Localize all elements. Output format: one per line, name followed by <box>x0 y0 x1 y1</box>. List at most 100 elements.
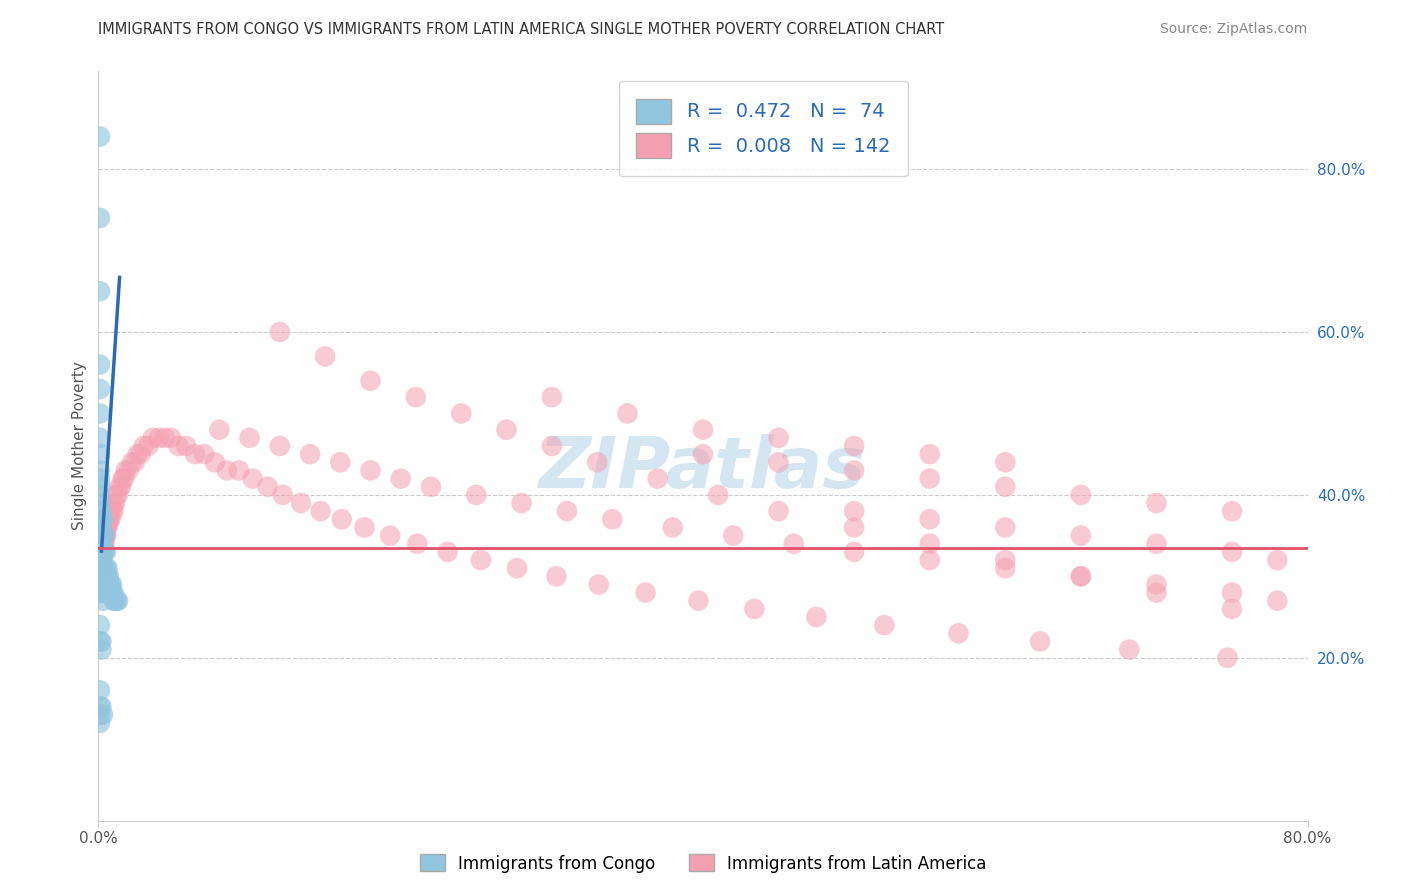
Point <box>91 537 114 551</box>
Point <box>89 715 111 730</box>
Point <box>96 561 118 575</box>
Point <box>90 561 112 575</box>
Point <box>93 520 115 534</box>
Point <box>661 520 683 534</box>
Point <box>90 537 112 551</box>
Point <box>1267 553 1289 567</box>
Point <box>314 350 336 364</box>
Point <box>96 512 118 526</box>
Point <box>1220 504 1243 518</box>
Point <box>89 553 111 567</box>
Point <box>111 472 134 486</box>
Point <box>94 545 117 559</box>
Point <box>93 528 115 542</box>
Point <box>91 707 114 722</box>
Point <box>193 447 215 461</box>
Point <box>100 585 122 599</box>
Point <box>1220 602 1243 616</box>
Point <box>634 585 657 599</box>
Point <box>1070 569 1092 583</box>
Point <box>495 423 517 437</box>
Point <box>470 553 492 567</box>
Point <box>174 439 197 453</box>
Point <box>994 520 1017 534</box>
Point <box>89 463 111 477</box>
Point <box>129 447 152 461</box>
Point <box>707 488 730 502</box>
Point <box>290 496 312 510</box>
Point <box>96 585 118 599</box>
Point <box>994 480 1017 494</box>
Point <box>783 537 806 551</box>
Point <box>105 488 128 502</box>
Point <box>184 447 207 461</box>
Point <box>100 512 122 526</box>
Point <box>602 512 624 526</box>
Point <box>90 585 112 599</box>
Point <box>94 528 117 542</box>
Point <box>506 561 529 575</box>
Point <box>94 520 117 534</box>
Point <box>918 472 941 486</box>
Point <box>1267 593 1289 607</box>
Point <box>89 358 111 372</box>
Point <box>104 593 127 607</box>
Point <box>90 634 112 648</box>
Point <box>136 439 159 453</box>
Point <box>1118 642 1140 657</box>
Point <box>299 447 322 461</box>
Point <box>269 439 291 453</box>
Point <box>844 545 866 559</box>
Point <box>844 463 866 477</box>
Point <box>101 504 124 518</box>
Point <box>89 545 111 559</box>
Point <box>89 683 111 698</box>
Point <box>1220 545 1243 559</box>
Point <box>89 707 111 722</box>
Point <box>89 480 111 494</box>
Point <box>89 553 111 567</box>
Point <box>918 512 941 526</box>
Point <box>91 545 114 559</box>
Point <box>309 504 332 518</box>
Point <box>90 561 112 575</box>
Point <box>91 593 114 607</box>
Point <box>89 618 111 632</box>
Point <box>98 512 121 526</box>
Point <box>228 463 250 477</box>
Point <box>91 585 114 599</box>
Point <box>89 634 111 648</box>
Point <box>101 585 124 599</box>
Point <box>98 577 121 591</box>
Point <box>204 455 226 469</box>
Point <box>89 431 111 445</box>
Point <box>89 447 111 461</box>
Point <box>918 447 941 461</box>
Point <box>389 472 412 486</box>
Point <box>353 520 375 534</box>
Point <box>1144 577 1167 591</box>
Point <box>98 585 121 599</box>
Point <box>360 374 382 388</box>
Point <box>692 423 714 437</box>
Legend: R =  0.472   N =  74, R =  0.008   N = 142: R = 0.472 N = 74, R = 0.008 N = 142 <box>619 81 908 176</box>
Point <box>89 406 111 420</box>
Point <box>546 569 568 583</box>
Point <box>89 545 111 559</box>
Point <box>616 406 638 420</box>
Point <box>806 610 828 624</box>
Point <box>330 512 353 526</box>
Text: Source: ZipAtlas.com: Source: ZipAtlas.com <box>1160 22 1308 37</box>
Point <box>153 431 176 445</box>
Point <box>918 537 941 551</box>
Point <box>90 553 112 567</box>
Point <box>768 455 790 469</box>
Point <box>94 561 117 575</box>
Point <box>103 585 125 599</box>
Point <box>555 504 578 518</box>
Point <box>114 463 136 477</box>
Point <box>465 488 488 502</box>
Point <box>90 520 112 534</box>
Text: ZIPatlas: ZIPatlas <box>540 434 866 503</box>
Point <box>1144 537 1167 551</box>
